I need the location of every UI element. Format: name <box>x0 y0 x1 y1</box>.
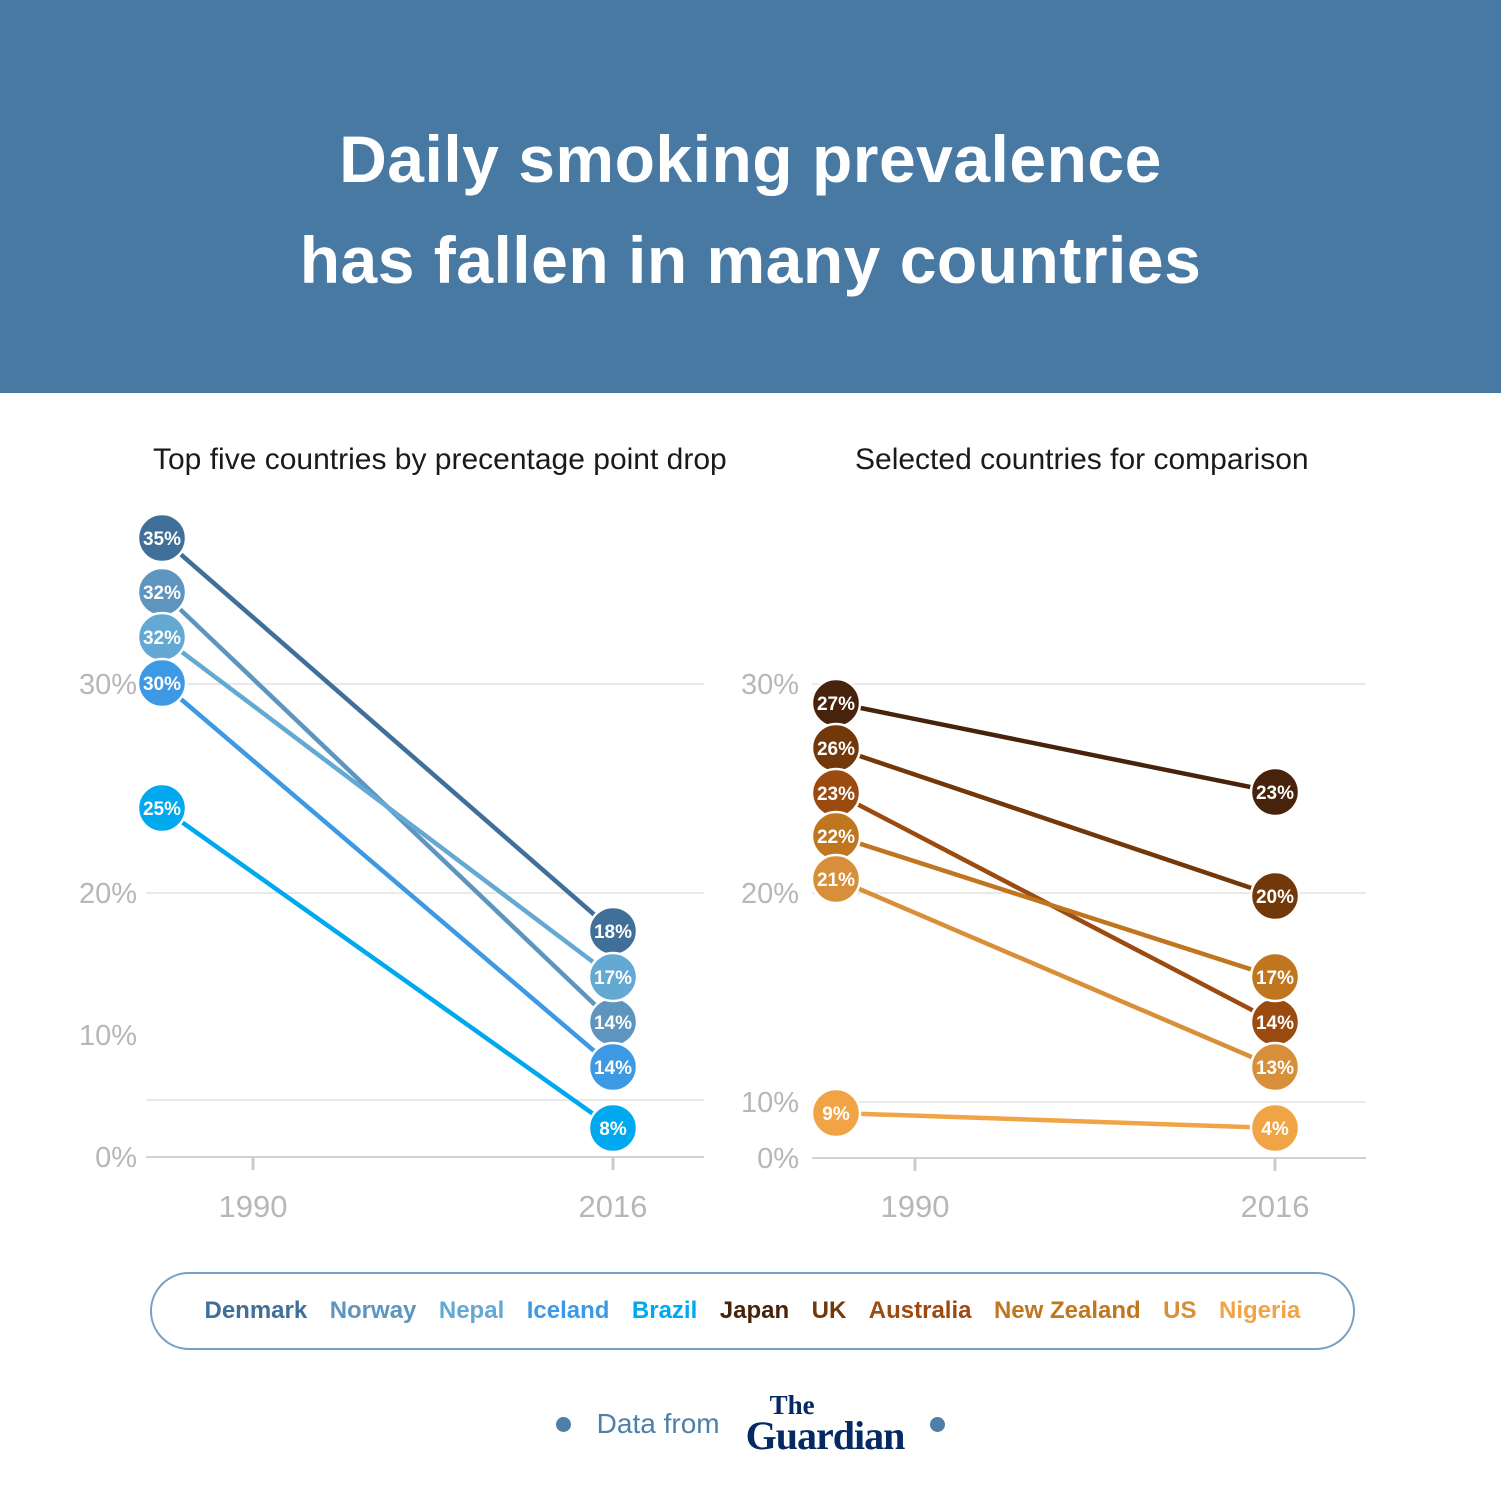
legend-item-norway: Norway <box>329 1297 417 1324</box>
legend-item-brazil: Brazil <box>631 1297 698 1324</box>
legend-item-nepal: Nepal <box>438 1297 505 1324</box>
x-tick-label-1990: 1990 <box>219 1189 288 1224</box>
bubble-nepal-2016 <box>587 951 639 1003</box>
bubble-label-japan-1990: 27% <box>817 694 855 715</box>
y-tick-label-10%: 10% <box>79 1020 137 1052</box>
slope-line-uk <box>835 745 1276 899</box>
bubble-iceland-1990 <box>136 657 188 709</box>
slope-line-denmark <box>160 536 615 933</box>
bubble-label-norway-1990: 32% <box>143 583 181 604</box>
legend-item-nigeria: Nigeria <box>1218 1297 1301 1324</box>
slope-line-nepal <box>160 635 615 979</box>
legend-item-australia: Australia <box>868 1297 972 1324</box>
bubble-label-brazil-1990: 25% <box>143 799 181 820</box>
slope-line-new-zealand <box>835 833 1276 980</box>
bubble-nigeria-1990 <box>810 1087 862 1139</box>
bubble-label-denmark-2016: 18% <box>594 922 632 943</box>
slope-line-iceland <box>160 681 615 1069</box>
y-tick-label-0%: 0% <box>95 1142 137 1174</box>
footer: Data from The Guardian <box>0 1392 1501 1456</box>
guardian-logo: The Guardian <box>745 1390 906 1458</box>
bubble-brazil-2016 <box>587 1102 639 1154</box>
legend-item-japan: Japan <box>719 1297 790 1324</box>
bubble-label-japan-2016: 23% <box>1256 783 1294 804</box>
bubble-label-new-zealand-2016: 17% <box>1256 968 1294 989</box>
y-tick-label-30%: 30% <box>741 669 799 701</box>
guardian-logo-the: The <box>769 1390 815 1420</box>
chart-selected-countries-for-comparison: 30% 20% 10% 0% 1990 2016 27% 23% 26% 20% 23% 14% 22%… <box>741 669 1366 1224</box>
legend-item-iceland: Iceland <box>526 1297 610 1324</box>
bubble-uk-2016 <box>1249 870 1301 922</box>
bubble-label-nigeria-2016: 4% <box>1261 1119 1289 1140</box>
bubble-label-denmark-1990: 35% <box>143 529 181 550</box>
guardian-logo-guardian: Guardian <box>745 1413 906 1458</box>
y-tick-label-10%: 10% <box>741 1087 799 1119</box>
bubble-japan-2016 <box>1249 766 1301 818</box>
bubble-label-uk-1990: 26% <box>817 739 855 760</box>
footer-source-text: Data from <box>596 1408 720 1439</box>
legend-item-new-zealand: New Zealand <box>993 1297 1141 1324</box>
bubble-label-iceland-2016: 14% <box>594 1058 632 1079</box>
bubble-label-nigeria-1990: 9% <box>822 1104 850 1125</box>
bubble-denmark-1990 <box>136 512 188 564</box>
main-title-line1: Daily smoking prevalence <box>339 121 1162 196</box>
chart-top-five-countries-by-precentage-point-drop: 30% 20% 10% 0% 1990 2016 35% 18% 32% 14% 32% 17% 30%… <box>79 512 704 1224</box>
y-tick-label-0%: 0% <box>757 1143 799 1175</box>
legend: Denmark Norway Nepal Iceland Brazil Japan UK Au… <box>150 1272 1355 1350</box>
bubble-label-australia-1990: 23% <box>817 784 855 805</box>
legend-item-denmark: Denmark <box>204 1297 308 1324</box>
x-tick-label-2016: 2016 <box>579 1189 648 1224</box>
legend-item-us: US <box>1163 1297 1197 1324</box>
bubble-label-uk-2016: 20% <box>1256 887 1294 908</box>
slope-line-brazil <box>160 806 615 1130</box>
y-tick-label-30%: 30% <box>79 669 137 701</box>
main-title-line2: has fallen in many countries <box>299 222 1202 297</box>
right-chart-title: Selected countries for comparison <box>855 443 1309 476</box>
bubble-new-zealand-2016 <box>1249 951 1301 1003</box>
bubble-label-iceland-1990: 30% <box>143 674 181 695</box>
bubble-us-1990 <box>810 853 862 905</box>
legend-item-uk: UK <box>811 1297 847 1324</box>
left-chart-title: Top five countries by precentage point d… <box>153 443 727 476</box>
slope-line-nigeria <box>835 1110 1276 1131</box>
x-tick-label-2016: 2016 <box>1241 1189 1310 1224</box>
slope-line-us <box>835 876 1276 1070</box>
y-tick-label-20%: 20% <box>79 878 137 910</box>
bubble-iceland-2016 <box>587 1041 639 1093</box>
x-tick-label-1990: 1990 <box>881 1189 950 1224</box>
footer-dot-left <box>555 1416 571 1432</box>
bubble-label-us-2016: 13% <box>1256 1058 1294 1079</box>
bubble-brazil-1990 <box>136 782 188 834</box>
header-banner: Daily smoking prevalence has fallen in m… <box>0 0 1501 393</box>
bubble-label-norway-2016: 14% <box>594 1013 632 1034</box>
bubble-label-new-zealand-1990: 22% <box>817 827 855 848</box>
slope-line-japan <box>835 700 1276 795</box>
bubble-label-australia-2016: 14% <box>1256 1013 1294 1034</box>
bubble-nigeria-2016 <box>1249 1102 1301 1154</box>
footer-dot-right <box>930 1416 946 1432</box>
bubble-label-us-1990: 21% <box>817 870 855 891</box>
bubble-label-nepal-1990: 32% <box>143 628 181 649</box>
bubble-label-nepal-2016: 17% <box>594 968 632 989</box>
bubble-label-brazil-2016: 8% <box>599 1119 627 1140</box>
bubble-us-2016 <box>1249 1041 1301 1093</box>
main-title: Daily smoking prevalence has fallen in m… <box>300 83 1202 311</box>
y-tick-label-20%: 20% <box>741 878 799 910</box>
